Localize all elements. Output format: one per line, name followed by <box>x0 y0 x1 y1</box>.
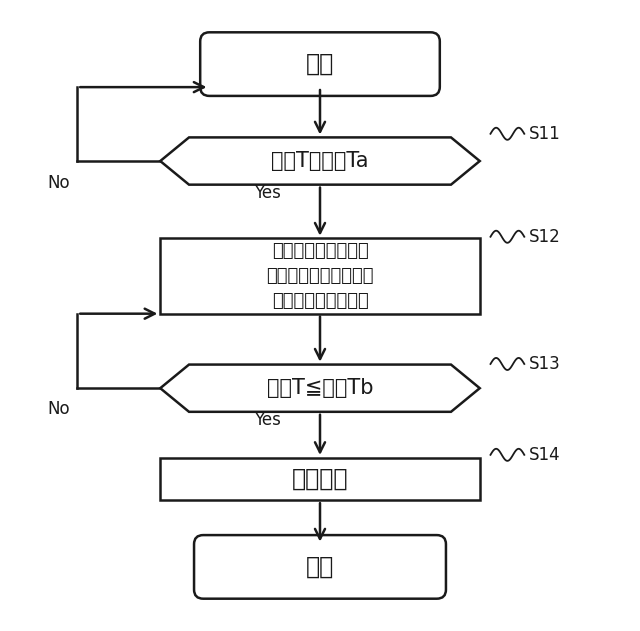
Text: ペルチェ素子により
熱回収戻り配管を冷却
（機器筐体に放熱）: ペルチェ素子により 熱回収戻り配管を冷却 （機器筐体に放熱） <box>266 242 374 310</box>
Text: S13: S13 <box>529 355 561 373</box>
Polygon shape <box>160 138 480 185</box>
Text: No: No <box>47 174 70 192</box>
Text: 温度T＞閾値Ta: 温度T＞閾値Ta <box>271 151 369 171</box>
Text: S14: S14 <box>529 446 561 464</box>
FancyBboxPatch shape <box>200 32 440 96</box>
Text: Yes: Yes <box>254 411 281 428</box>
Text: 温度T≦閾値Tb: 温度T≦閾値Tb <box>267 378 373 398</box>
Text: 終了: 終了 <box>306 555 334 579</box>
Text: No: No <box>47 401 70 418</box>
Text: 冷却終了: 冷却終了 <box>292 467 348 491</box>
Bar <box>160 239 480 314</box>
Text: 開始: 開始 <box>306 52 334 76</box>
Text: Yes: Yes <box>254 184 281 201</box>
Text: S12: S12 <box>529 228 561 245</box>
FancyBboxPatch shape <box>194 535 446 599</box>
Text: S11: S11 <box>529 125 561 143</box>
Polygon shape <box>160 365 480 412</box>
Bar <box>160 458 480 500</box>
